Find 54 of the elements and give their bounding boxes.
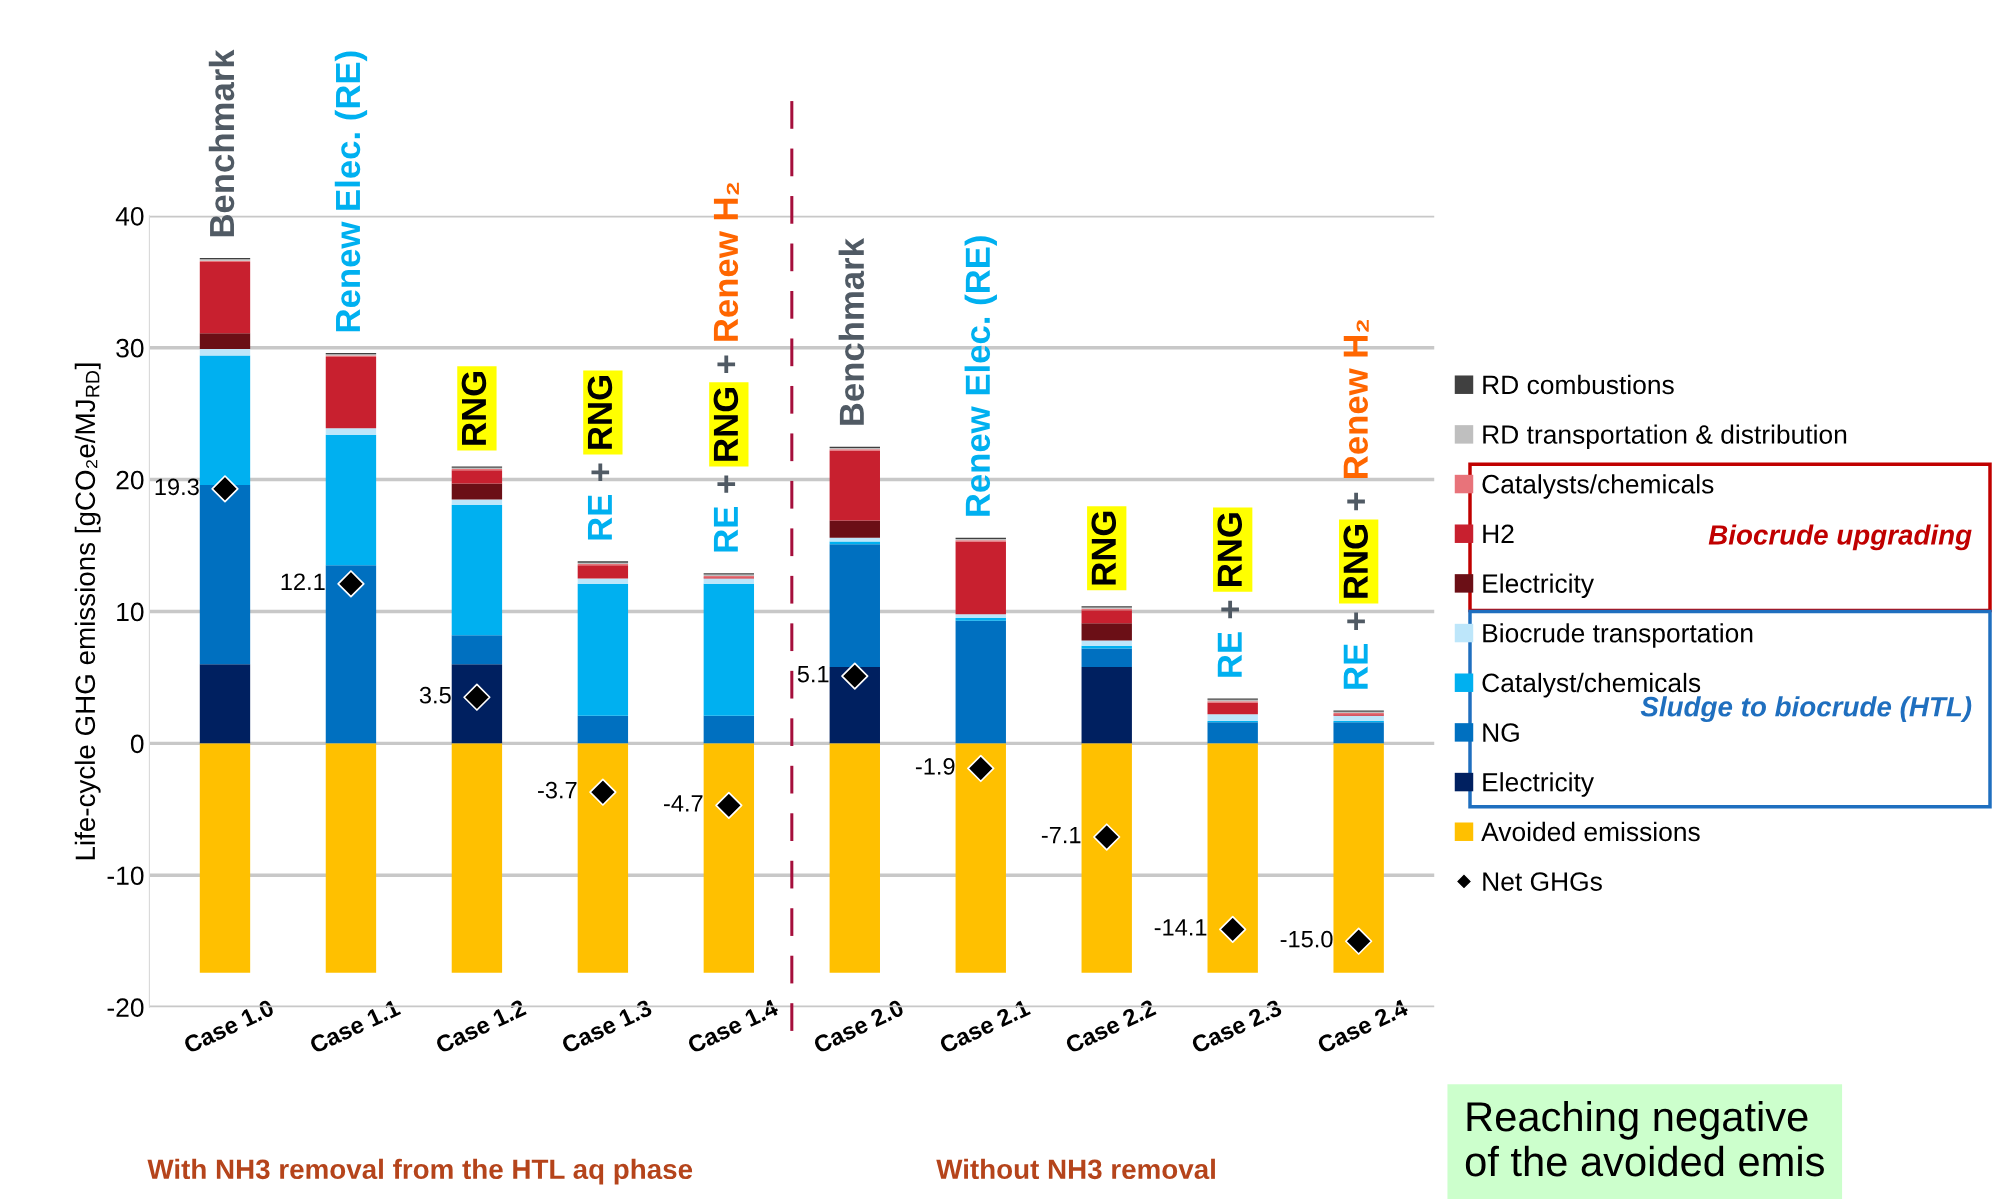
legend-label: Avoided emissions xyxy=(1481,821,1700,842)
annotation: Benchmark xyxy=(838,238,865,425)
y-tick-label: 30 xyxy=(116,338,144,358)
x-tick-label: Case 1.3 xyxy=(560,998,653,1054)
text: Sludge to biocrude (HTL) xyxy=(1640,696,1972,723)
data-label: 12.1 xyxy=(281,573,325,590)
annotation: Renew Elec. (RE) xyxy=(964,236,997,516)
legend-label: H2 xyxy=(1483,524,1514,543)
x-tick-label: Case 2.0 xyxy=(812,998,905,1054)
data-label: -4.7 xyxy=(664,795,703,812)
legend-label: RD combustions xyxy=(1483,374,1674,395)
y-tick-label: 0 xyxy=(130,734,144,754)
annotation: RE + RNG xyxy=(1217,513,1243,677)
x-tick-label: Case 2.3 xyxy=(1190,998,1283,1054)
annotation: Renew Elec. (RE) xyxy=(334,51,368,332)
text: Without NH3 removal xyxy=(936,1158,1215,1180)
data-label: 5.1 xyxy=(797,665,829,683)
y-tick-label: -10 xyxy=(107,866,144,886)
annotation: RE + RNG xyxy=(587,376,613,540)
y-tick-label: 20 xyxy=(116,470,144,490)
annotation: RNG xyxy=(461,371,487,445)
legend-label: Catalyst/chemicals xyxy=(1482,672,1701,698)
legend-label: Biocrude transportation xyxy=(1483,623,1753,648)
data-label: -7.1 xyxy=(1041,826,1081,844)
data-label: 3.5 xyxy=(419,686,451,704)
annotation: RNG xyxy=(1091,511,1117,585)
x-tick-label: Case 1.0 xyxy=(182,998,275,1054)
y-tick-label: -20 xyxy=(107,998,144,1017)
y-tick-label: 40 xyxy=(115,206,144,226)
data-label: -15.0 xyxy=(1280,930,1333,948)
x-tick-label: Case 1.1 xyxy=(308,998,402,1054)
text: Reaching negative of the avoided emis xyxy=(1465,1100,1824,1177)
legend-label: NG xyxy=(1483,723,1519,742)
x-tick-label: Case 2.4 xyxy=(1316,998,1410,1054)
y-axis-title: Life-cycle GHG emissions [gCO₂e/MJ$_{RD}$] xyxy=(74,363,101,860)
legend-label: Electricity xyxy=(1483,573,1594,599)
legend-label: RD transportation & distribution xyxy=(1483,424,1847,450)
annotation: RE + RNG + Renew H₂ xyxy=(1343,320,1369,689)
x-tick-label: Case 1.4 xyxy=(686,998,780,1054)
x-tick-label: Case 2.2 xyxy=(1064,998,1157,1054)
x-tick-label: Case 2.1 xyxy=(938,998,1031,1054)
text: Biocrude upgrading xyxy=(1708,524,1972,551)
data-label: 19.3 xyxy=(155,478,199,496)
legend-label: Electricity xyxy=(1483,772,1594,797)
text: With NH3 removal from the HTL aq phase xyxy=(147,1158,693,1185)
data-label: -1.9 xyxy=(915,758,955,775)
data-label: -3.7 xyxy=(538,781,577,799)
data-label: -14.1 xyxy=(1154,919,1207,936)
annotation: Benchmark xyxy=(208,49,235,237)
x-tick-label: Case 1.2 xyxy=(434,998,527,1054)
legend-label: Catalysts/chemicals xyxy=(1482,474,1714,499)
y-tick-label: 10 xyxy=(117,602,144,622)
annotation: RE + RNG + Renew H₂ xyxy=(713,182,739,552)
legend-label: Net GHGs xyxy=(1483,872,1602,891)
